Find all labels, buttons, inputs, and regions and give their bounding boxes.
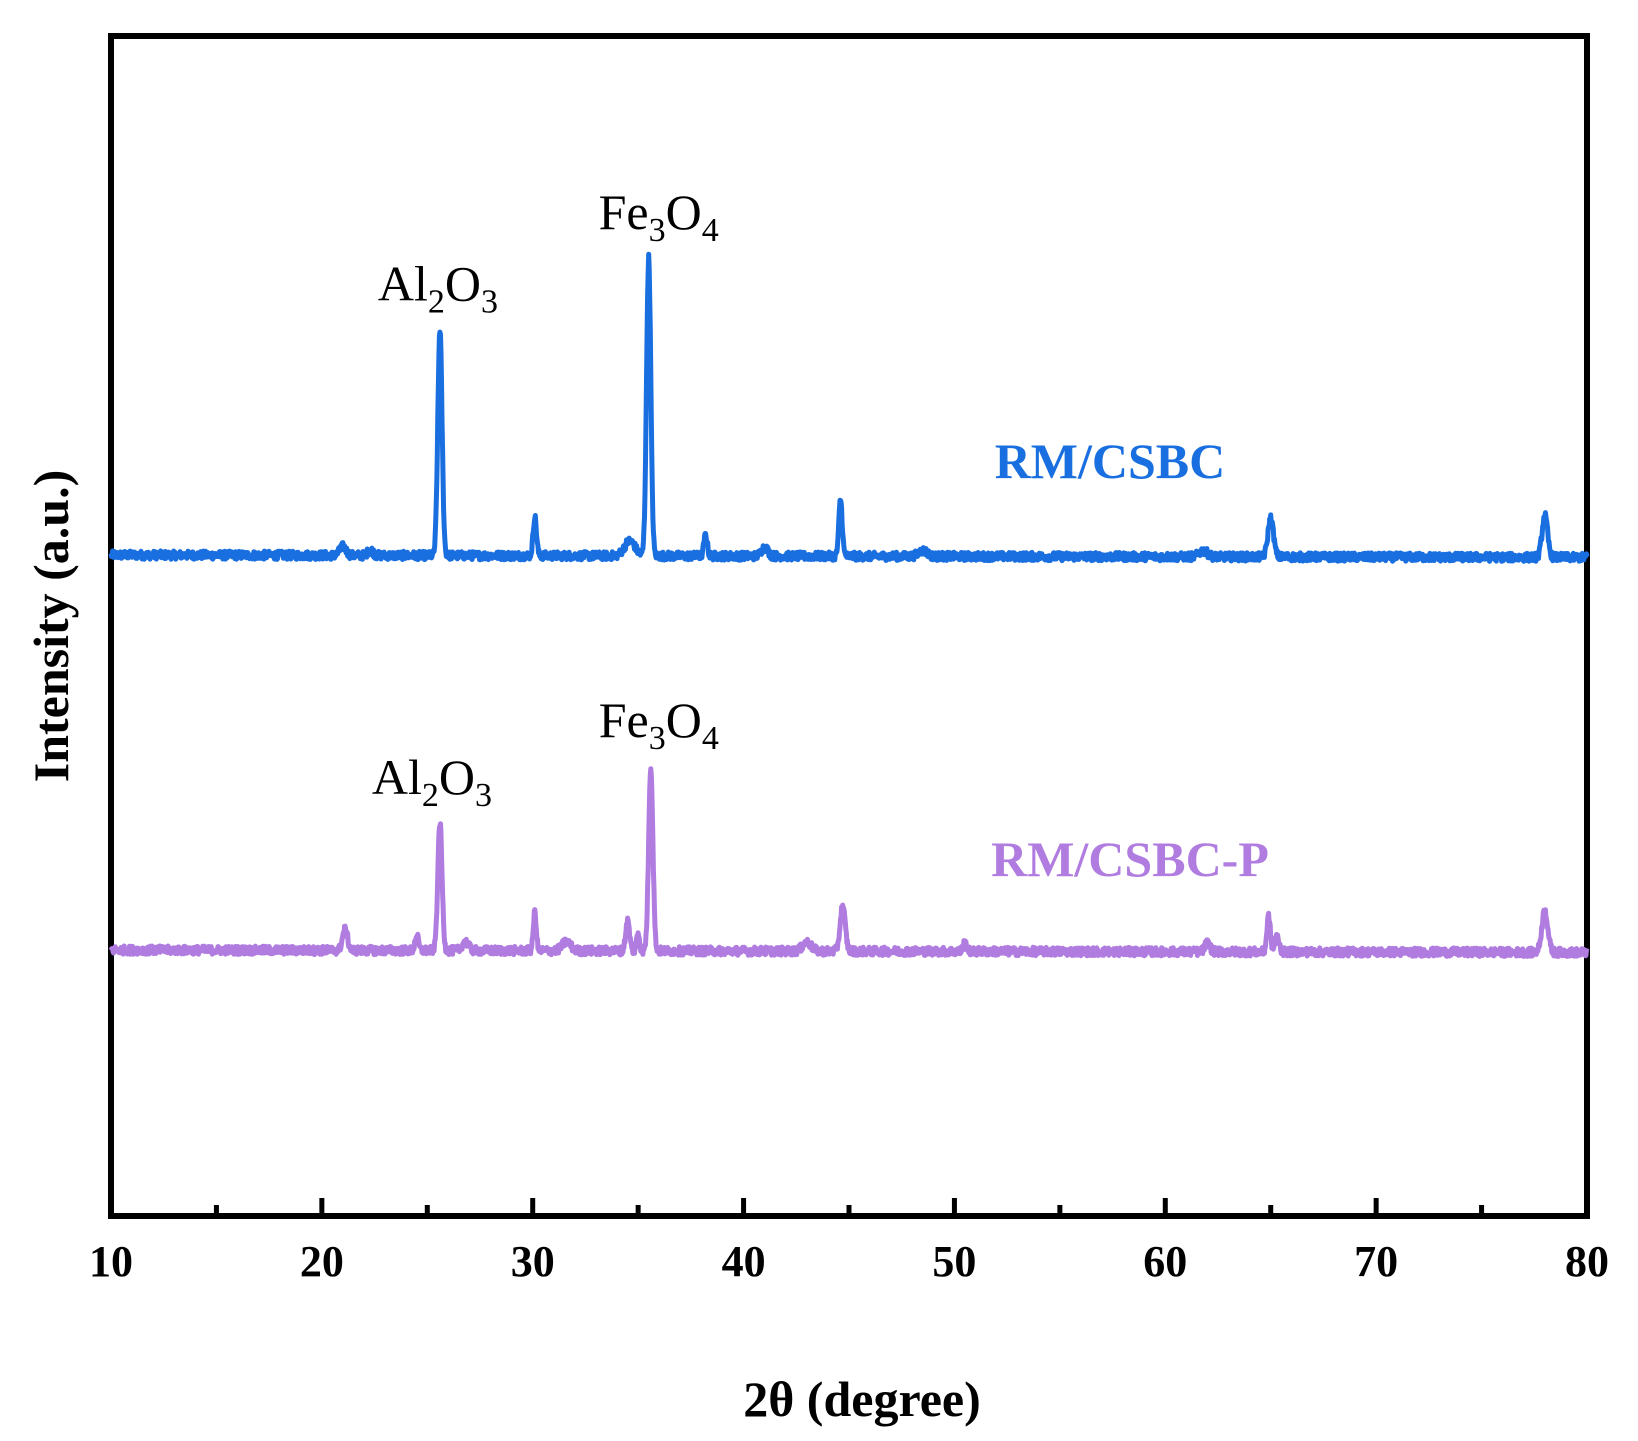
- x-axis-title: 2θ (degree): [743, 1371, 981, 1427]
- x-tick-label-80: 80: [1565, 1237, 1609, 1286]
- x-tick-label-40: 40: [722, 1237, 766, 1286]
- peak-annotation-3: Fe3O4: [599, 692, 719, 757]
- x-tick-label-70: 70: [1354, 1237, 1398, 1286]
- x-tick-label-30: 30: [511, 1237, 555, 1286]
- x-tick-label-20: 20: [300, 1237, 344, 1286]
- series-label-1: RM/CSBC-P: [991, 831, 1269, 887]
- x-tick-label-10: 10: [89, 1237, 133, 1286]
- x-axis-tick-labels: 10 20 30 40 50 60 70 80: [89, 1237, 1609, 1286]
- x-axis-ticks: [108, 1198, 1590, 1216]
- peak-annotation-1: Fe3O4: [599, 184, 719, 249]
- x-tick-label-60: 60: [1143, 1237, 1187, 1286]
- series-line-0: [108, 251, 1590, 564]
- series-label-0: RM/CSBC: [995, 433, 1226, 489]
- label-layer: RM/CSBC RM/CSBC-P Al2O3 Fe3O4 Al2O3 Fe3O4: [372, 184, 1269, 887]
- peak-annotation-2: Al2O3: [372, 749, 492, 814]
- y-axis-title: Intensity (a.u.): [23, 470, 79, 783]
- series-line-1: [108, 766, 1590, 959]
- plot-frame: [108, 33, 1590, 1219]
- peak-annotation-0: Al2O3: [378, 256, 498, 321]
- series-layer: [108, 251, 1590, 959]
- x-tick-label-50: 50: [932, 1237, 976, 1286]
